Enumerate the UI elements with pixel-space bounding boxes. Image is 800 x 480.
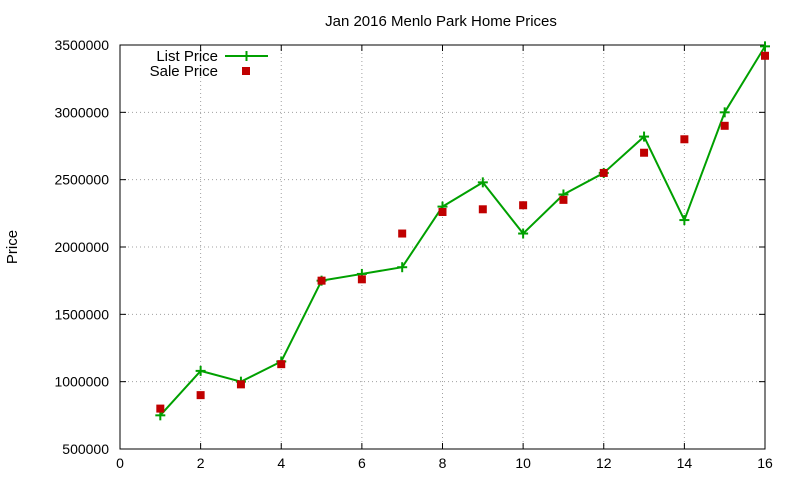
data-point-sale-price xyxy=(761,51,769,60)
x-tick-label: 16 xyxy=(757,455,773,471)
data-point-list-price xyxy=(195,365,206,376)
x-tick-label: 12 xyxy=(596,455,612,471)
x-tick-label: 2 xyxy=(197,455,205,471)
data-point-sale-price xyxy=(559,195,568,204)
data-point-list-price xyxy=(477,177,488,188)
data-point-list-price xyxy=(719,107,730,118)
legend-label-sale-price: Sale Price xyxy=(150,63,218,80)
y-tick-label: 3000000 xyxy=(54,104,109,120)
x-tick-label: 14 xyxy=(677,455,693,471)
legend-marker-sale-price xyxy=(242,67,250,75)
y-tick-label: 500000 xyxy=(62,441,109,457)
legend-label-list-price: List Price xyxy=(156,48,218,65)
y-tick-label: 1500000 xyxy=(54,306,109,322)
data-point-sale-price xyxy=(317,276,326,285)
data-point-list-price xyxy=(639,131,650,142)
data-point-sale-price xyxy=(236,380,245,389)
x-tick-label: 8 xyxy=(439,455,447,471)
y-tick-label: 2500000 xyxy=(54,172,109,188)
data-point-sale-price xyxy=(519,201,528,210)
data-point-sale-price xyxy=(277,360,286,369)
data-point-sale-price xyxy=(599,168,608,177)
legend-marker-list-price xyxy=(241,51,252,61)
data-point-sale-price xyxy=(357,275,366,284)
data-point-list-price xyxy=(397,262,408,273)
x-tick-label: 4 xyxy=(277,455,285,471)
data-point-sale-price xyxy=(640,148,649,157)
plot-frame xyxy=(119,44,766,450)
x-tick-label: 0 xyxy=(116,455,124,471)
data-point-list-price xyxy=(518,228,529,239)
x-tick-label: 6 xyxy=(358,455,366,471)
data-point-sale-price xyxy=(156,404,165,413)
legend: List Price Sale Price xyxy=(150,48,268,80)
data-point-sale-price xyxy=(680,135,689,144)
data-point-sale-price xyxy=(438,207,447,216)
grid xyxy=(120,45,765,449)
data-point-sale-price xyxy=(720,121,729,130)
data-point-list-price xyxy=(760,41,770,52)
y-axis-label: Price xyxy=(4,230,21,264)
data-point-sale-price xyxy=(196,391,205,400)
y-tick-label: 1000000 xyxy=(54,374,109,390)
x-tick-label: 10 xyxy=(515,455,531,471)
y-tick-label: 3500000 xyxy=(54,37,109,53)
series-line-list-price xyxy=(159,45,766,417)
series xyxy=(155,41,770,421)
data-point-sale-price xyxy=(398,229,407,238)
data-point-sale-price xyxy=(478,205,487,214)
y-tick-label: 2000000 xyxy=(54,239,109,255)
data-point-list-price xyxy=(679,215,690,226)
chart-title: Jan 2016 Menlo Park Home Prices xyxy=(325,13,557,30)
ticks: 0 2 4 6 8 10 12 14 16 500000 1000000 1500000 2000000… xyxy=(54,37,773,471)
